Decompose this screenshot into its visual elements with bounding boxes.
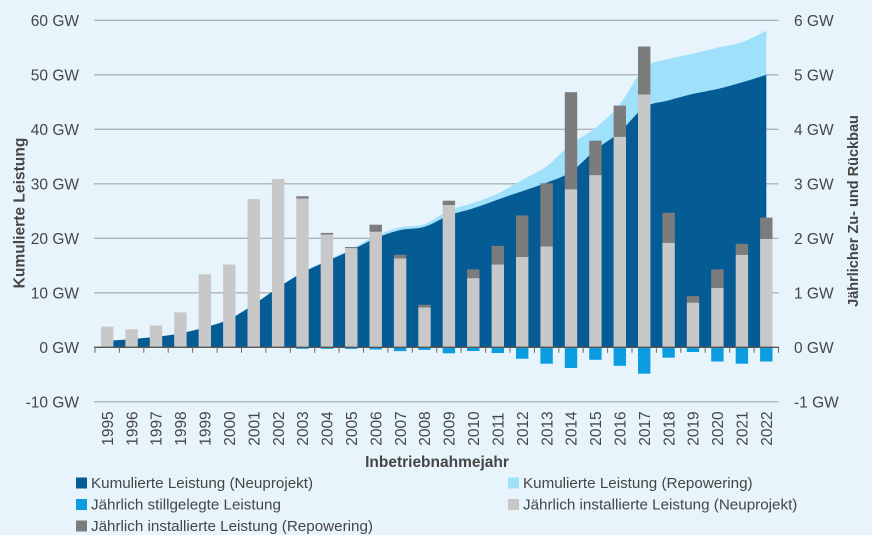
svg-text:50 GW: 50 GW bbox=[31, 67, 80, 84]
svg-text:2020: 2020 bbox=[710, 411, 727, 446]
svg-text:-1 GW: -1 GW bbox=[794, 394, 839, 411]
svg-text:5 GW: 5 GW bbox=[794, 67, 834, 84]
svg-text:2009: 2009 bbox=[442, 411, 459, 445]
svg-text:2003: 2003 bbox=[295, 411, 312, 445]
svg-text:Jährlicher Zu- und Rückbau: Jährlicher Zu- und Rückbau bbox=[846, 115, 862, 307]
svg-text:-10 GW: -10 GW bbox=[26, 394, 80, 411]
svg-text:2013: 2013 bbox=[539, 411, 556, 445]
svg-text:Kumulierte Leistung: Kumulierte Leistung bbox=[12, 138, 29, 289]
svg-text:Jährlich stillgelegte Leistung: Jährlich stillgelegte Leistung bbox=[91, 497, 281, 514]
svg-text:6 GW: 6 GW bbox=[794, 13, 834, 30]
svg-text:Inbetriebnahmejahr: Inbetriebnahmejahr bbox=[365, 454, 509, 471]
svg-text:Jährlich installierte Leistung: Jährlich installierte Leistung (Repoweri… bbox=[91, 518, 373, 535]
svg-text:Kumulierte Leistung (Repowerin: Kumulierte Leistung (Repowering) bbox=[523, 475, 753, 492]
svg-text:0 GW: 0 GW bbox=[39, 340, 79, 357]
svg-text:2000: 2000 bbox=[222, 411, 239, 446]
svg-text:2008: 2008 bbox=[417, 411, 434, 445]
svg-text:0 GW: 0 GW bbox=[794, 340, 834, 357]
svg-text:2021: 2021 bbox=[735, 411, 752, 445]
svg-text:20 GW: 20 GW bbox=[31, 231, 80, 248]
svg-text:2 GW: 2 GW bbox=[794, 231, 834, 248]
svg-text:Jährlich installierte Leistung: Jährlich installierte Leistung (Neuproje… bbox=[523, 497, 797, 514]
svg-text:Kumulierte Leistung (Neuprojek: Kumulierte Leistung (Neuprojekt) bbox=[91, 475, 313, 492]
svg-text:1 GW: 1 GW bbox=[794, 285, 834, 302]
svg-text:1996: 1996 bbox=[124, 411, 141, 445]
svg-text:3 GW: 3 GW bbox=[794, 176, 834, 193]
svg-text:2011: 2011 bbox=[491, 412, 508, 445]
svg-text:2006: 2006 bbox=[368, 411, 385, 445]
svg-text:10 GW: 10 GW bbox=[31, 285, 80, 302]
svg-text:2022: 2022 bbox=[759, 411, 776, 445]
svg-text:2017: 2017 bbox=[637, 411, 654, 445]
svg-text:2002: 2002 bbox=[271, 411, 288, 445]
svg-text:2001: 2001 bbox=[246, 411, 263, 445]
svg-text:1995: 1995 bbox=[100, 411, 117, 445]
svg-text:2010: 2010 bbox=[466, 411, 483, 446]
svg-text:2014: 2014 bbox=[564, 411, 581, 446]
svg-text:2005: 2005 bbox=[344, 411, 361, 445]
svg-text:2007: 2007 bbox=[393, 411, 410, 445]
svg-text:1998: 1998 bbox=[173, 411, 190, 445]
svg-text:2015: 2015 bbox=[588, 411, 605, 445]
svg-text:2012: 2012 bbox=[515, 411, 532, 445]
svg-text:60 GW: 60 GW bbox=[31, 13, 80, 30]
svg-text:40 GW: 40 GW bbox=[31, 122, 80, 139]
svg-text:4 GW: 4 GW bbox=[794, 122, 834, 139]
svg-text:1997: 1997 bbox=[149, 411, 166, 445]
svg-text:30 GW: 30 GW bbox=[31, 176, 80, 193]
svg-text:2004: 2004 bbox=[320, 411, 337, 446]
svg-text:2019: 2019 bbox=[686, 411, 703, 445]
svg-text:2016: 2016 bbox=[613, 411, 630, 445]
svg-text:2018: 2018 bbox=[661, 411, 678, 445]
svg-text:1999: 1999 bbox=[198, 411, 215, 445]
